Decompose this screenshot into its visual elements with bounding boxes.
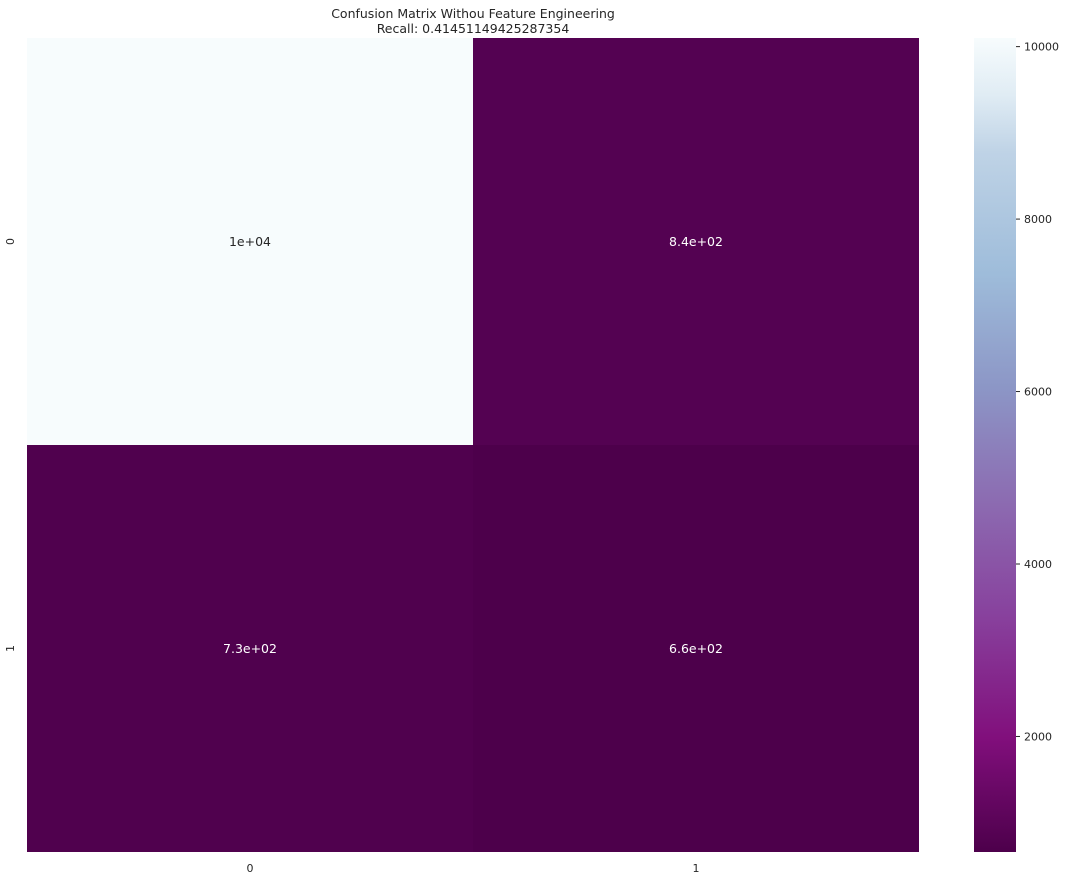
y-tick-label-0: 0 xyxy=(4,238,17,245)
heatmap-cell-0-1 xyxy=(473,38,919,445)
x-tick-label-0: 0 xyxy=(247,862,254,875)
chart-subtitle: Recall: 0.41451149425287354 xyxy=(377,21,570,36)
cell-value-label-1-0: 7.3e+02 xyxy=(223,641,277,656)
cell-value-label-0-1: 8.4e+02 xyxy=(669,234,723,249)
colorbar xyxy=(974,38,1016,852)
colorbar-tick-label-4: 10000 xyxy=(1024,41,1059,54)
heatmap-cell-0-0 xyxy=(27,38,473,445)
heatmap-cell-1-1 xyxy=(473,445,919,852)
colorbar-tick-label-3: 8000 xyxy=(1024,213,1052,226)
heatmap-cells xyxy=(27,38,919,852)
x-tick-label-1: 1 xyxy=(693,862,700,875)
colorbar-tick-label-1: 4000 xyxy=(1024,558,1052,571)
chart-title: Confusion Matrix Withou Feature Engineer… xyxy=(331,6,615,21)
colorbar-ticks: 2000 4000 6000 8000 10000 xyxy=(1016,41,1059,743)
cell-value-label-1-1: 6.6e+02 xyxy=(669,641,723,656)
colorbar-tick-label-0: 2000 xyxy=(1024,730,1052,743)
heatmap-cell-labels: 1e+04 8.4e+02 7.3e+02 6.6e+02 xyxy=(223,234,723,656)
colorbar-tick-label-2: 6000 xyxy=(1024,386,1052,399)
y-axis-ticks: 01 xyxy=(4,238,17,652)
heatmap-cell-1-0 xyxy=(27,445,473,852)
y-tick-label-1: 1 xyxy=(4,645,17,652)
cell-value-label-0-0: 1e+04 xyxy=(229,234,271,249)
